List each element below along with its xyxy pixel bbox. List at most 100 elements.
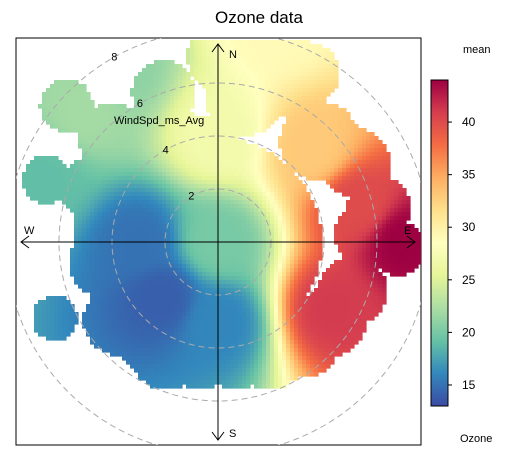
surface-cell	[66, 100, 71, 105]
surface-cell	[150, 276, 155, 281]
surface-cell	[358, 300, 363, 305]
surface-cell	[406, 248, 411, 253]
surface-cell	[178, 284, 183, 289]
surface-cell	[210, 228, 215, 233]
surface-cell	[298, 84, 303, 89]
surface-cell	[142, 208, 147, 213]
surface-cell	[274, 256, 279, 261]
surface-cell	[182, 268, 187, 273]
surface-cell	[178, 312, 183, 317]
surface-cell	[210, 208, 215, 213]
surface-cell	[202, 232, 207, 237]
surface-cell	[314, 172, 319, 177]
surface-cell	[218, 160, 223, 165]
surface-cell	[170, 284, 175, 289]
surface-cell	[226, 252, 231, 257]
surface-cell	[290, 228, 295, 233]
surface-cell	[186, 304, 191, 309]
surface-cell	[106, 268, 111, 273]
surface-cell	[130, 304, 135, 309]
surface-cell	[278, 164, 283, 169]
surface-cell	[294, 124, 299, 129]
surface-cell	[246, 92, 251, 97]
surface-cell	[114, 212, 119, 217]
surface-cell	[258, 212, 263, 217]
surface-cell	[306, 244, 311, 249]
surface-cell	[78, 144, 83, 149]
surface-cell	[154, 164, 159, 169]
surface-cell	[54, 88, 59, 93]
surface-cell	[26, 180, 31, 185]
surface-cell	[190, 232, 195, 237]
surface-cell	[210, 84, 215, 89]
surface-cell	[294, 56, 299, 61]
surface-cell	[134, 276, 139, 281]
surface-cell	[62, 164, 67, 169]
surface-cell	[198, 256, 203, 261]
surface-cell	[366, 172, 371, 177]
surface-cell	[178, 140, 183, 145]
surface-cell	[162, 68, 167, 73]
surface-cell	[294, 264, 299, 269]
surface-cell	[102, 104, 107, 109]
surface-cell	[286, 232, 291, 237]
surface-cell	[230, 72, 235, 77]
surface-cell	[270, 228, 275, 233]
surface-cell	[210, 292, 215, 297]
surface-cell	[90, 156, 95, 161]
surface-cell	[274, 96, 279, 101]
surface-cell	[134, 88, 139, 93]
surface-cell	[186, 272, 191, 277]
surface-cell	[262, 72, 267, 77]
surface-cell	[146, 88, 151, 93]
surface-cell	[206, 196, 211, 201]
surface-cell	[210, 80, 215, 85]
surface-cell	[234, 248, 239, 253]
surface-cell	[158, 172, 163, 177]
surface-cell	[290, 244, 295, 249]
surface-cell	[58, 196, 63, 201]
surface-cell	[270, 116, 275, 121]
surface-cell	[242, 168, 247, 173]
surface-cell	[270, 204, 275, 209]
surface-cell	[194, 172, 199, 177]
surface-cell	[106, 188, 111, 193]
surface-cell	[122, 160, 127, 165]
surface-cell	[186, 296, 191, 301]
surface-cell	[310, 56, 315, 61]
surface-cell	[222, 168, 227, 173]
surface-cell	[294, 296, 299, 301]
surface-cell	[358, 288, 363, 293]
surface-cell	[118, 260, 123, 265]
surface-cell	[270, 244, 275, 249]
surface-cell	[338, 304, 343, 309]
surface-cell	[330, 176, 335, 181]
surface-cell	[98, 224, 103, 229]
surface-cell	[322, 64, 327, 69]
surface-cell	[78, 136, 83, 141]
surface-cell	[138, 80, 143, 85]
surface-cell	[350, 276, 355, 281]
surface-cell	[102, 132, 107, 137]
surface-cell	[162, 84, 167, 89]
surface-cell	[118, 300, 123, 305]
surface-cell	[166, 176, 171, 181]
surface-cell	[138, 228, 143, 233]
surface-cell	[86, 156, 91, 161]
surface-cell	[310, 136, 315, 141]
surface-cell	[290, 312, 295, 317]
surface-cell	[158, 276, 163, 281]
surface-cell	[194, 228, 199, 233]
surface-cell	[94, 172, 99, 177]
surface-cell	[126, 236, 131, 241]
surface-cell	[298, 256, 303, 261]
surface-cell	[302, 220, 307, 225]
surface-cell	[310, 76, 315, 81]
surface-cell	[250, 200, 255, 205]
surface-cell	[74, 192, 79, 197]
surface-cell	[362, 164, 367, 169]
surface-cell	[298, 120, 303, 125]
surface-cell	[78, 268, 83, 273]
surface-cell	[98, 208, 103, 213]
surface-cell	[346, 264, 351, 269]
